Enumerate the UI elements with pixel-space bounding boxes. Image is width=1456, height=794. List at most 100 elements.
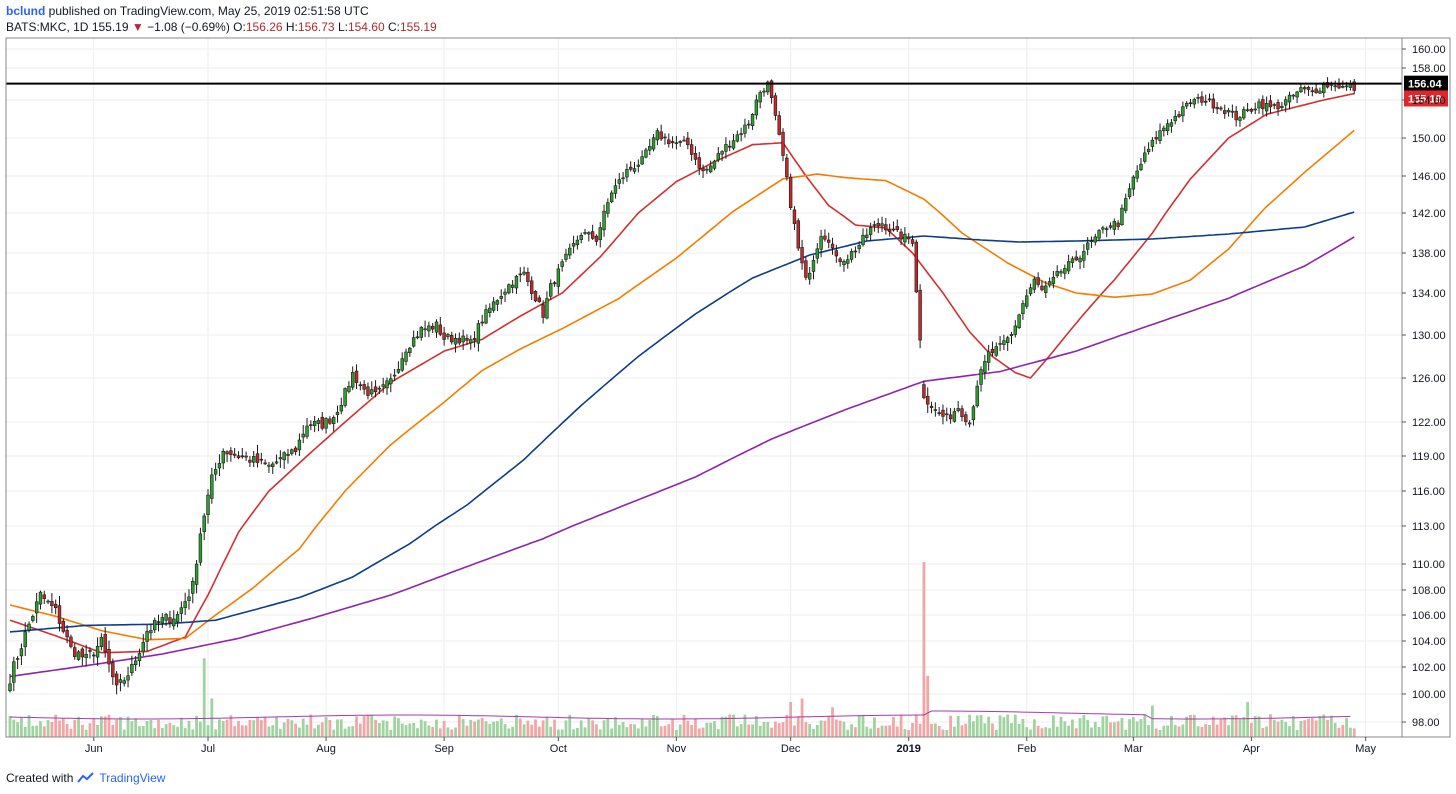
close-value: 155.19 bbox=[400, 20, 437, 34]
candle-body bbox=[518, 273, 522, 276]
candle-body bbox=[560, 261, 564, 267]
x-tick-label: Dec bbox=[781, 743, 801, 755]
change-value: −1.08 (−0.69%) bbox=[147, 20, 230, 34]
volume-bar bbox=[739, 724, 743, 737]
candle-body bbox=[1344, 85, 1349, 88]
candle-body bbox=[552, 282, 557, 285]
volume-bar bbox=[595, 724, 598, 737]
candle-body bbox=[450, 334, 454, 343]
author-link[interactable]: bclund bbox=[6, 4, 46, 18]
candle-body bbox=[1150, 139, 1155, 147]
volume-bar bbox=[675, 729, 678, 737]
candle-body bbox=[1040, 285, 1044, 291]
volume-bar bbox=[172, 725, 176, 737]
candle-body bbox=[1127, 188, 1132, 198]
candle-body bbox=[252, 456, 256, 463]
candle-body bbox=[1124, 198, 1128, 211]
volume-bar bbox=[747, 724, 751, 737]
volume-bar bbox=[1071, 719, 1074, 737]
volume-bar bbox=[1090, 727, 1093, 737]
volume-bar bbox=[84, 729, 88, 737]
candle-body bbox=[389, 378, 393, 385]
candle-body bbox=[312, 420, 317, 427]
candle-body bbox=[130, 664, 134, 674]
volume-bar bbox=[1124, 729, 1128, 737]
volume-bar bbox=[1177, 726, 1181, 737]
volume-bar bbox=[1211, 716, 1215, 737]
volume-bar bbox=[1307, 718, 1310, 737]
candle-body bbox=[815, 248, 819, 259]
volume-bar bbox=[614, 717, 617, 737]
volume-bar bbox=[507, 728, 511, 737]
tradingview-brand[interactable]: TradingView bbox=[99, 771, 166, 785]
candle-body bbox=[164, 614, 168, 621]
candle-body bbox=[347, 385, 351, 392]
volume-bar bbox=[1192, 714, 1196, 737]
volume-bar bbox=[1337, 727, 1341, 737]
volume-bar bbox=[960, 725, 964, 737]
candle-body bbox=[217, 463, 222, 469]
candle-body bbox=[975, 385, 979, 407]
candle-body bbox=[884, 224, 888, 231]
volume-bar bbox=[141, 725, 145, 737]
volume-bar bbox=[16, 722, 20, 737]
candle-body bbox=[1283, 99, 1288, 106]
volume-bar bbox=[423, 721, 427, 737]
candle-body bbox=[293, 447, 298, 453]
volume-bar bbox=[499, 718, 503, 737]
volume-bar bbox=[1112, 722, 1116, 737]
volume-bar bbox=[1051, 715, 1055, 737]
volume-bar bbox=[1345, 717, 1349, 737]
x-tick-label: Mar bbox=[1124, 743, 1143, 755]
candle-body bbox=[328, 418, 332, 424]
volume-bar bbox=[115, 719, 119, 737]
y-tick-label: 100.00 bbox=[1412, 689, 1446, 701]
volume-bar bbox=[545, 716, 549, 737]
volume-bar bbox=[762, 722, 766, 737]
candle-body bbox=[537, 297, 542, 302]
volume-bar bbox=[176, 726, 179, 737]
volume-bar bbox=[568, 714, 572, 737]
candle-body bbox=[430, 325, 435, 330]
candle-body bbox=[659, 131, 663, 140]
candle-body bbox=[446, 334, 450, 337]
candle-body bbox=[606, 202, 610, 214]
candle-body bbox=[213, 469, 218, 475]
candle-body bbox=[434, 321, 439, 333]
last-price-tag bbox=[1404, 90, 1448, 107]
volume-bar bbox=[1048, 728, 1051, 737]
volume-bar bbox=[1044, 727, 1048, 737]
candle-body bbox=[156, 621, 161, 623]
candle-body bbox=[1097, 230, 1101, 239]
volume-bar bbox=[636, 728, 640, 737]
candle-body bbox=[918, 289, 922, 341]
volume-bar bbox=[511, 726, 515, 737]
last-price: 155.19 bbox=[91, 20, 129, 34]
candle-body bbox=[427, 325, 431, 332]
candle-body bbox=[202, 515, 206, 533]
candle-body bbox=[12, 661, 16, 683]
volume-bar bbox=[732, 714, 735, 737]
candle-body bbox=[42, 594, 46, 599]
moving-average-line bbox=[9, 211, 1355, 633]
volume-bar bbox=[1333, 722, 1337, 737]
candle-body bbox=[1245, 109, 1250, 111]
volume-bar bbox=[259, 720, 263, 737]
volume-bar bbox=[1032, 719, 1036, 737]
volume-bar bbox=[92, 718, 96, 737]
volume-bar bbox=[1173, 724, 1177, 737]
candle-body bbox=[1105, 228, 1109, 230]
candle-body bbox=[945, 413, 949, 416]
candle-body bbox=[469, 339, 473, 344]
symbol-label: BATS:MKC, 1D bbox=[6, 20, 89, 34]
volume-bar bbox=[1269, 714, 1272, 737]
volume-bar bbox=[27, 715, 31, 737]
volume-bar bbox=[221, 721, 225, 737]
volume-bar bbox=[751, 724, 754, 737]
volume-bar bbox=[1154, 728, 1158, 737]
candle-body bbox=[571, 243, 576, 247]
volume-bar bbox=[1341, 724, 1345, 737]
volume-bar bbox=[534, 719, 537, 737]
candle-body bbox=[331, 417, 336, 425]
